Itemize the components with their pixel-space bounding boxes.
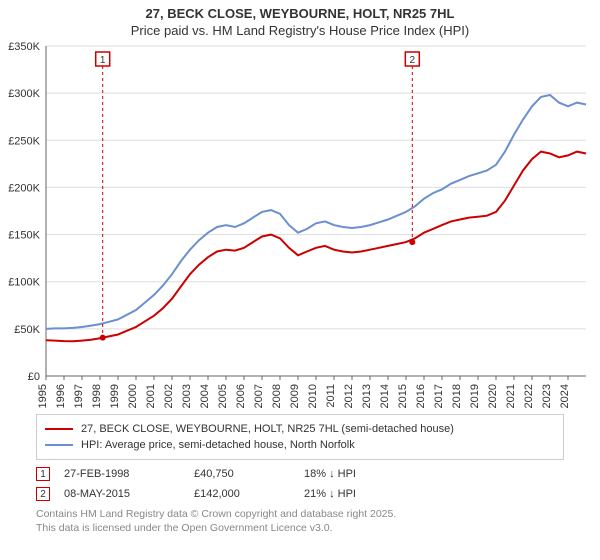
x-tick-label: 2005 [217,384,229,408]
x-tick-label: 2017 [433,384,445,408]
transaction-marker: 2 [36,487,50,501]
title-subtitle: Price paid vs. HM Land Registry's House … [10,23,590,38]
legend-swatch [45,444,73,446]
x-tick-label: 2008 [271,384,283,408]
y-tick-label: £0 [28,371,40,383]
legend-row: HPI: Average price, semi-detached house,… [45,437,555,453]
series-price_paid [46,152,586,342]
transaction-marker: 1 [36,467,50,481]
title-address: 27, BECK CLOSE, WEYBOURNE, HOLT, NR25 7H… [10,6,590,21]
x-tick-label: 2020 [487,384,499,408]
chart-title-block: 27, BECK CLOSE, WEYBOURNE, HOLT, NR25 7H… [0,0,600,40]
x-tick-label: 2002 [163,384,175,408]
series-hpi [46,95,586,329]
legend-label: 27, BECK CLOSE, WEYBOURNE, HOLT, NR25 7H… [81,423,454,435]
marker-dot [409,239,415,245]
y-tick-label: £150K [8,230,40,242]
transaction-price: £40,750 [194,468,304,480]
y-tick-label: £100K [8,277,40,289]
x-tick-label: 2023 [541,384,553,408]
x-tick-label: 2022 [523,384,535,408]
y-tick-label: £50K [14,324,40,336]
x-tick-label: 2016 [415,384,427,408]
marker-number: 2 [410,55,416,66]
transaction-price: £142,000 [194,488,304,500]
transaction-row: 1 27-FEB-1998£40,75018% ↓ HPI [36,464,564,484]
transaction-date: 08-MAY-2015 [64,488,194,500]
x-tick-label: 2018 [451,384,463,408]
x-tick-label: 2014 [379,384,391,408]
x-tick-label: 2004 [199,384,211,408]
legend-label: HPI: Average price, semi-detached house,… [81,439,355,451]
x-tick-label: 2010 [307,384,319,408]
chart-area: £0 £50K £100K £150K £200K £250K £300K £350K 1995… [0,40,600,408]
legend-row: 27, BECK CLOSE, WEYBOURNE, HOLT, NR25 7H… [45,421,555,437]
y-tick-label: £250K [8,135,40,147]
footer-line2: This data is licensed under the Open Gov… [36,522,564,536]
x-tick-label: 2003 [181,384,193,408]
x-tick-label: 2007 [253,384,265,408]
x-tick-label: 2019 [469,384,481,408]
x-tick-label: 2021 [505,384,517,408]
marker-dot [100,335,106,341]
x-tick-label: 2009 [289,384,301,408]
x-tick-label: 2011 [325,384,337,408]
transaction-pct: 18% ↓ HPI [304,468,444,480]
x-tick-label: 1998 [91,384,103,408]
chart-svg: £0 £50K £100K £150K £200K £250K £300K £350K 1995… [0,40,600,408]
x-tick-label: 2012 [343,384,355,408]
y-tick-label: £350K [8,41,40,53]
y-tick-label: £300K [8,88,40,100]
transaction-table: 1 27-FEB-1998£40,75018% ↓ HPI 2 08-MAY-2015… [36,464,564,504]
footer-line1: Contains HM Land Registry data © Crown c… [36,508,564,522]
transaction-row: 2 08-MAY-2015£142,00021% ↓ HPI [36,484,564,504]
x-tick-label: 2013 [361,384,373,408]
x-tick-label: 1996 [55,384,67,408]
transaction-date: 27-FEB-1998 [64,468,194,480]
x-tick-label: 1995 [37,384,49,408]
x-tick-label: 2015 [397,384,409,408]
marker-number: 1 [100,55,106,66]
x-tick-label: 2006 [235,384,247,408]
y-tick-label: £200K [8,182,40,194]
lower-block: 27, BECK CLOSE, WEYBOURNE, HOLT, NR25 7H… [0,414,600,535]
x-tick-label: 1999 [109,384,121,408]
transaction-pct: 21% ↓ HPI [304,488,444,500]
x-tick-label: 2000 [127,384,139,408]
x-tick-label: 2001 [145,384,157,408]
x-tick-label: 2024 [559,384,571,408]
legend-swatch [45,428,73,430]
x-tick-label: 1997 [73,384,85,408]
footer-attribution: Contains HM Land Registry data © Crown c… [36,508,564,535]
legend-box: 27, BECK CLOSE, WEYBOURNE, HOLT, NR25 7H… [36,414,564,460]
